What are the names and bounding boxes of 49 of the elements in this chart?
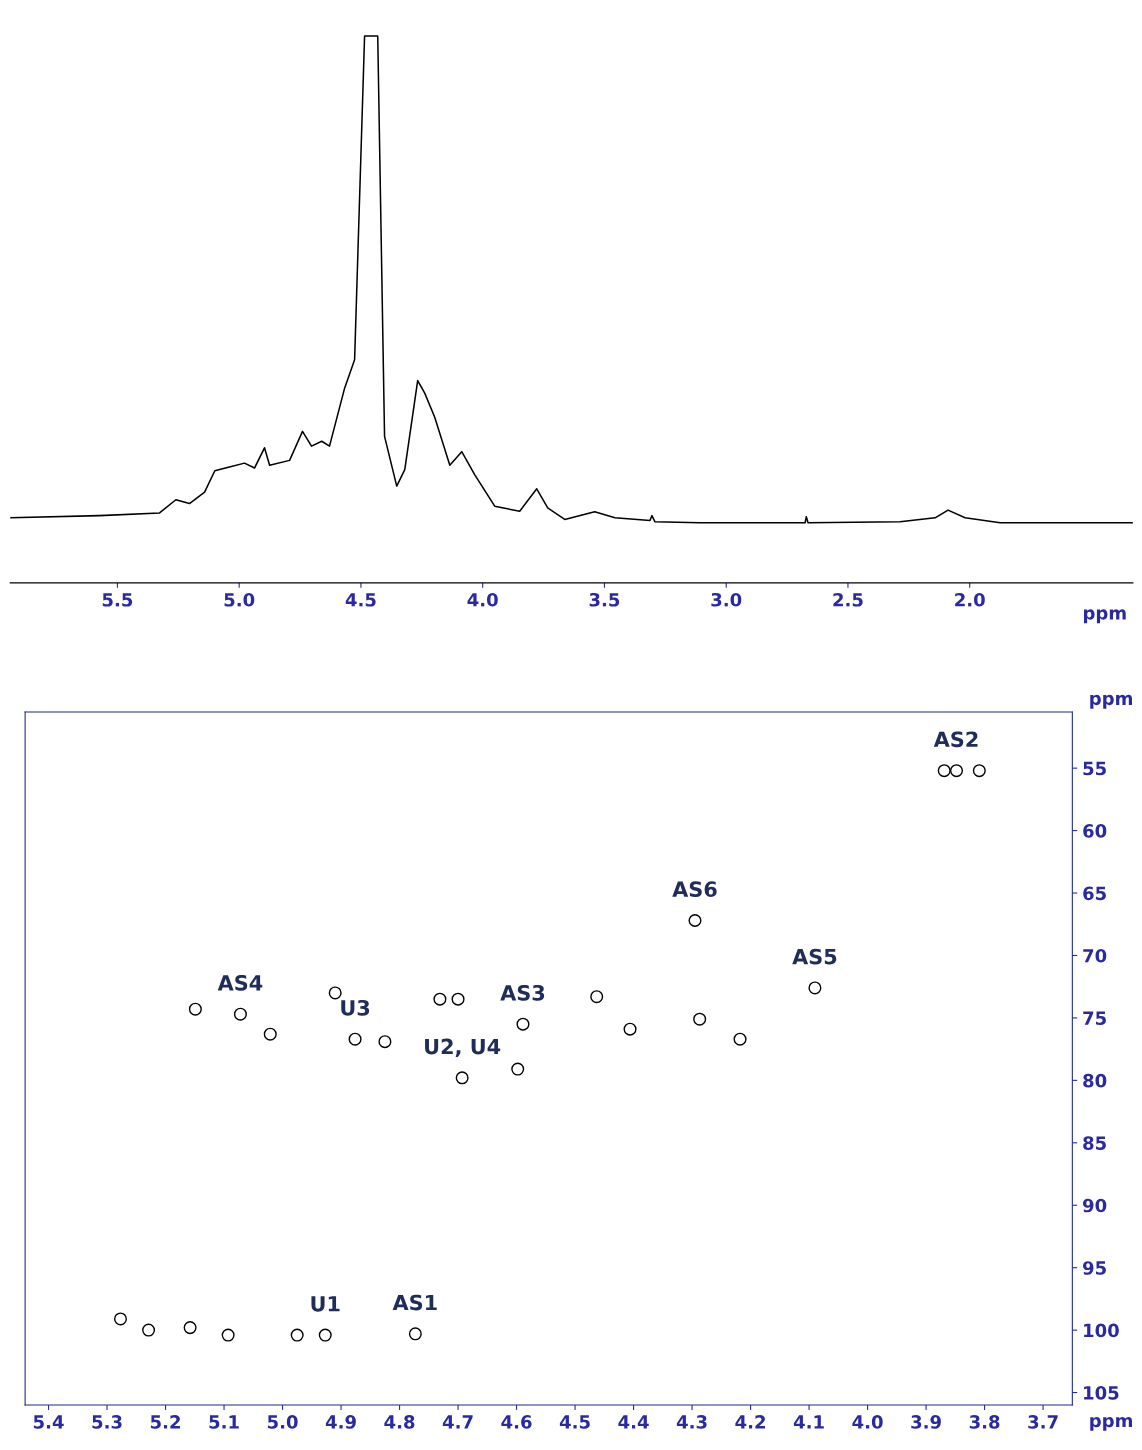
x-tick-label: 5.0 bbox=[267, 1415, 298, 1429]
x-tick-label: 2.5 bbox=[833, 592, 863, 607]
y-tick-label: 65 bbox=[1083, 886, 1106, 901]
y-tick-label: 60 bbox=[1083, 824, 1107, 838]
x-tick-label: 4.5 bbox=[345, 593, 376, 607]
annotation: AS2 bbox=[933, 731, 978, 748]
annotation: AS4 bbox=[217, 974, 263, 991]
annotation: AS1 bbox=[392, 1294, 437, 1311]
x-axis-title: ppm bbox=[1083, 609, 1126, 624]
x-tick-label: 5.1 bbox=[209, 1415, 239, 1429]
y-tick-label: 85 bbox=[1083, 1136, 1106, 1150]
x-tick-label: 3.0 bbox=[711, 592, 742, 607]
x-tick-label: 4.0 bbox=[852, 1415, 883, 1429]
y-tick-label: 55 bbox=[1083, 761, 1106, 776]
y-tick-label: 105 bbox=[1084, 1386, 1119, 1400]
x-tick-label: 4.1 bbox=[793, 1415, 824, 1429]
y-tick-label: 75 bbox=[1083, 1011, 1106, 1026]
y-tick-label: 70 bbox=[1083, 948, 1107, 963]
annotation: U2, U4 bbox=[425, 1038, 501, 1058]
annotation: AS5 bbox=[792, 948, 837, 965]
x-tick-label: 5.2 bbox=[150, 1415, 180, 1429]
x-tick-label: 3.7 bbox=[1028, 1415, 1058, 1429]
x-tick-label: 4.7 bbox=[442, 1415, 473, 1429]
y-tick-label: 90 bbox=[1082, 1198, 1107, 1213]
x-tick-label: 4.2 bbox=[735, 1415, 765, 1429]
y-tick-label: 80 bbox=[1083, 1073, 1107, 1088]
annotation: AS6 bbox=[672, 881, 717, 898]
y-axis-title: ppm bbox=[1090, 694, 1132, 709]
x-tick-label: 3.5 bbox=[589, 592, 620, 607]
annotation: AS3 bbox=[500, 984, 545, 1001]
x-tick-label: 5.4 bbox=[33, 1415, 64, 1429]
x-tick-label: 5.5 bbox=[102, 593, 133, 607]
x-tick-label: 4.0 bbox=[467, 592, 498, 607]
x-tick-label: 4.9 bbox=[325, 1415, 356, 1429]
x-tick-label: 5.3 bbox=[92, 1415, 122, 1429]
x-axis-title: ppm bbox=[1090, 1416, 1132, 1431]
x-tick-label: 4.5 bbox=[559, 1415, 590, 1429]
annotation: U1 bbox=[311, 1296, 340, 1312]
x-tick-label: 4.6 bbox=[501, 1415, 532, 1429]
x-tick-label: 4.8 bbox=[384, 1415, 415, 1429]
y-tick-label: 100 bbox=[1084, 1323, 1119, 1338]
annotation: U3 bbox=[341, 999, 370, 1016]
y-tick-label: 95 bbox=[1082, 1261, 1106, 1275]
x-tick-label: 5.0 bbox=[224, 592, 255, 607]
x-tick-label: 3.8 bbox=[969, 1415, 1000, 1429]
x-tick-label: 4.3 bbox=[676, 1415, 707, 1429]
x-tick-label: 3.9 bbox=[911, 1415, 941, 1429]
x-tick-label: 4.4 bbox=[618, 1415, 649, 1429]
x-tick-label: 2.0 bbox=[955, 592, 985, 607]
